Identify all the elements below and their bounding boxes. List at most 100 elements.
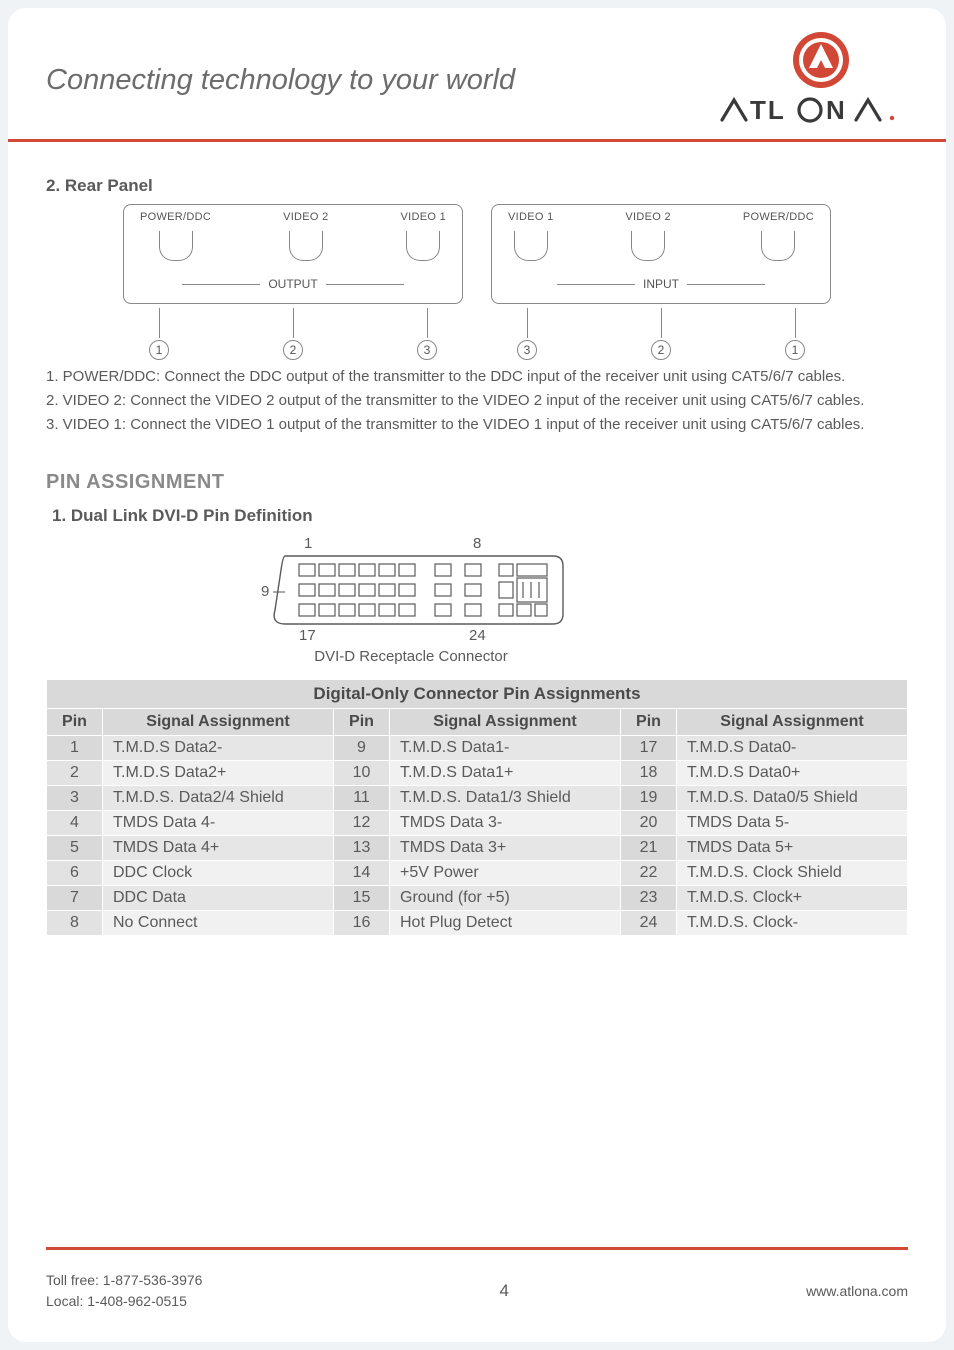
table-header: Signal Assignment xyxy=(103,709,334,736)
note-3: 3. VIDEO 1: Connect the VIDEO 1 output o… xyxy=(46,414,908,436)
signal-cell: T.M.D.S. Clock- xyxy=(677,911,908,936)
input-port-3-label: POWER/DDC xyxy=(743,211,814,223)
table-row: 6DDC Clock14+5V Power22T.M.D.S. Clock Sh… xyxy=(47,861,908,886)
callout: 2 xyxy=(283,308,303,360)
divider-line xyxy=(326,284,404,285)
pin-cell: 23 xyxy=(621,886,677,911)
table-row: 1T.M.D.S Data2-9T.M.D.S Data1-17T.M.D.S … xyxy=(47,736,908,761)
input-panel-frame: VIDEO 1 VIDEO 2 POWER/DDC INPUT xyxy=(491,204,831,304)
callout: 3 xyxy=(417,308,437,360)
output-callouts: 1 2 3 xyxy=(123,308,463,360)
page-footer: Toll free: 1-877-536-3976 Local: 1-408-9… xyxy=(46,1247,908,1312)
table-body: 1T.M.D.S Data2-9T.M.D.S Data1-17T.M.D.S … xyxy=(47,736,908,936)
output-port-1-label: POWER/DDC xyxy=(140,211,211,223)
signal-cell: TMDS Data 4+ xyxy=(103,836,334,861)
output-panel: POWER/DDC VIDEO 2 VIDEO 1 OUTPUT xyxy=(123,204,463,360)
divider-line xyxy=(687,284,765,285)
callout-number: 2 xyxy=(651,340,671,360)
table-header: Pin xyxy=(334,709,390,736)
table-row: 3T.M.D.S. Data2/4 Shield11T.M.D.S. Data1… xyxy=(47,786,908,811)
footer-toll-free: Toll free: 1-877-536-3976 xyxy=(46,1270,202,1291)
port-icon xyxy=(514,231,548,261)
signal-cell: T.M.D.S Data2+ xyxy=(103,761,334,786)
note-1: 1. POWER/DDC: Connect the DDC output of … xyxy=(46,366,908,388)
table-row: 5TMDS Data 4+13TMDS Data 3+21TMDS Data 5… xyxy=(47,836,908,861)
dvi-label-17: 17 xyxy=(299,627,316,644)
table-header-row: Pin Signal Assignment Pin Signal Assignm… xyxy=(47,709,908,736)
pin-cell: 8 xyxy=(47,911,103,936)
pin-cell: 2 xyxy=(47,761,103,786)
signal-cell: T.M.D.S Data1- xyxy=(390,736,621,761)
pin-cell: 12 xyxy=(334,811,390,836)
pin-cell: 3 xyxy=(47,786,103,811)
table-header: Pin xyxy=(47,709,103,736)
callout: 3 xyxy=(517,308,537,360)
footer-contact: Toll free: 1-877-536-3976 Local: 1-408-9… xyxy=(46,1270,202,1312)
content-area: 2. Rear Panel POWER/DDC VIDEO 2 VIDEO 1 xyxy=(8,142,946,936)
callout: 1 xyxy=(149,308,169,360)
pin-cell: 18 xyxy=(621,761,677,786)
pin-assignment-title: PIN ASSIGNMENT xyxy=(46,471,908,494)
signal-cell: T.M.D.S. Clock Shield xyxy=(677,861,908,886)
port-icon xyxy=(761,231,795,261)
divider-line xyxy=(557,284,635,285)
port-icon xyxy=(406,231,440,261)
signal-cell: DDC Data xyxy=(103,886,334,911)
input-group-label: INPUT xyxy=(643,277,679,291)
input-group-label-row: INPUT xyxy=(492,277,830,291)
output-group-label-row: OUTPUT xyxy=(124,277,462,291)
table-row: 7DDC Data15Ground (for +5)23T.M.D.S. Clo… xyxy=(47,886,908,911)
pin-cell: 10 xyxy=(334,761,390,786)
table-title: Digital-Only Connector Pin Assignments xyxy=(47,680,908,709)
table-row: 8No Connect16Hot Plug Detect24T.M.D.S. C… xyxy=(47,911,908,936)
input-panel: VIDEO 1 VIDEO 2 POWER/DDC INPUT xyxy=(491,204,831,360)
dvi-caption: DVI-D Receptacle Connector xyxy=(226,648,596,665)
signal-cell: T.M.D.S Data0+ xyxy=(677,761,908,786)
footer-local: Local: 1-408-962-0515 xyxy=(46,1291,202,1312)
footer-row: Toll free: 1-877-536-3976 Local: 1-408-9… xyxy=(46,1270,908,1312)
note-2: 2. VIDEO 2: Connect the VIDEO 2 output o… xyxy=(46,390,908,412)
callout-number: 2 xyxy=(283,340,303,360)
port-icon xyxy=(631,231,665,261)
pin-cell: 16 xyxy=(334,911,390,936)
svg-text:TL: TL xyxy=(750,96,786,124)
page-container: Connecting technology to your world TL N xyxy=(8,8,946,1342)
callout-number: 3 xyxy=(517,340,537,360)
pin-cell: 17 xyxy=(621,736,677,761)
pin-cell: 6 xyxy=(47,861,103,886)
callout-number: 1 xyxy=(785,340,805,360)
input-port-2-label: VIDEO 2 xyxy=(625,211,671,223)
dvi-label-9: 9 xyxy=(261,583,269,600)
pin-cell: 7 xyxy=(47,886,103,911)
svg-text:N: N xyxy=(826,96,847,124)
output-port-2-label: VIDEO 2 xyxy=(283,211,329,223)
signal-cell: TMDS Data 3+ xyxy=(390,836,621,861)
pin-cell: 5 xyxy=(47,836,103,861)
signal-cell: T.M.D.S. Data2/4 Shield xyxy=(103,786,334,811)
signal-cell: Ground (for +5) xyxy=(390,886,621,911)
input-port-1-label: VIDEO 1 xyxy=(508,211,554,223)
callout-number: 3 xyxy=(417,340,437,360)
rear-panel-heading: 2. Rear Panel xyxy=(46,176,908,196)
callout: 1 xyxy=(785,308,805,360)
signal-cell: T.M.D.S Data0- xyxy=(677,736,908,761)
signal-cell: T.M.D.S Data1+ xyxy=(390,761,621,786)
signal-cell: T.M.D.S. Clock+ xyxy=(677,886,908,911)
page-header: Connecting technology to your world TL N xyxy=(8,8,946,142)
signal-cell: TMDS Data 3- xyxy=(390,811,621,836)
dvi-subheading: 1. Dual Link DVI-D Pin Definition xyxy=(52,506,908,526)
table-header: Signal Assignment xyxy=(677,709,908,736)
output-group-label: OUTPUT xyxy=(268,277,317,291)
rear-panel-diagrams: POWER/DDC VIDEO 2 VIDEO 1 OUTPUT xyxy=(46,204,908,360)
dvi-label-24: 24 xyxy=(469,627,486,644)
signal-cell: DDC Clock xyxy=(103,861,334,886)
signal-cell: T.M.D.S. Data1/3 Shield xyxy=(390,786,621,811)
signal-cell: Hot Plug Detect xyxy=(390,911,621,936)
table-row: 2T.M.D.S Data2+10T.M.D.S Data1+18T.M.D.S… xyxy=(47,761,908,786)
pin-cell: 20 xyxy=(621,811,677,836)
table-row: 4TMDS Data 4-12TMDS Data 3-20TMDS Data 5… xyxy=(47,811,908,836)
signal-cell: TMDS Data 5- xyxy=(677,811,908,836)
brand-block: TL N xyxy=(720,30,922,124)
pin-cell: 19 xyxy=(621,786,677,811)
pin-cell: 22 xyxy=(621,861,677,886)
